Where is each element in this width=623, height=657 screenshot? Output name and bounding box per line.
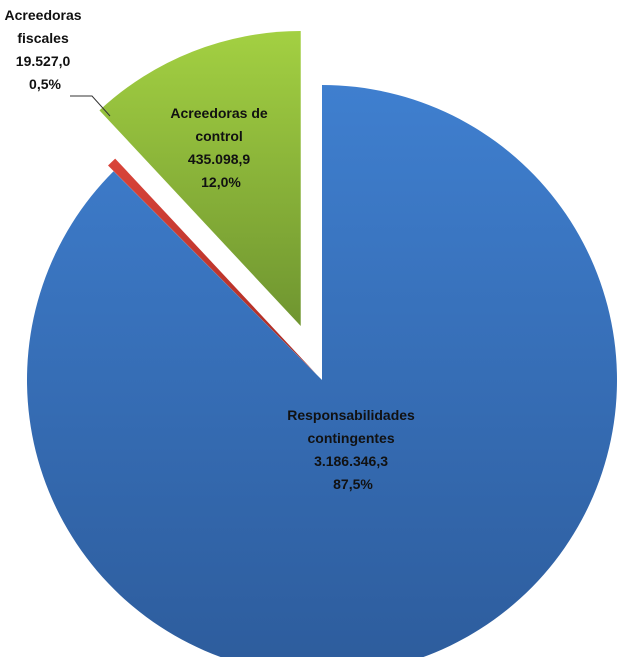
label-line: control	[195, 128, 242, 144]
label-line: Acreedoras de	[170, 105, 267, 121]
label-percent: 0,5%	[29, 76, 61, 92]
label-value: 19.527,0	[16, 53, 71, 69]
label-line: Responsabilidades	[287, 407, 415, 423]
label-value: 3.186.346,3	[314, 453, 388, 469]
label-line: contingentes	[307, 430, 394, 446]
label-percent: 87,5%	[333, 476, 373, 492]
label-value: 435.098,9	[188, 151, 250, 167]
label-line: Acreedoras	[5, 7, 82, 23]
label-percent: 12,0%	[201, 174, 241, 190]
label-line: fiscales	[17, 30, 69, 46]
data-label-acreedoras-fiscales: Acreedoras fiscales 19.527,0 0,5%	[5, 7, 86, 92]
